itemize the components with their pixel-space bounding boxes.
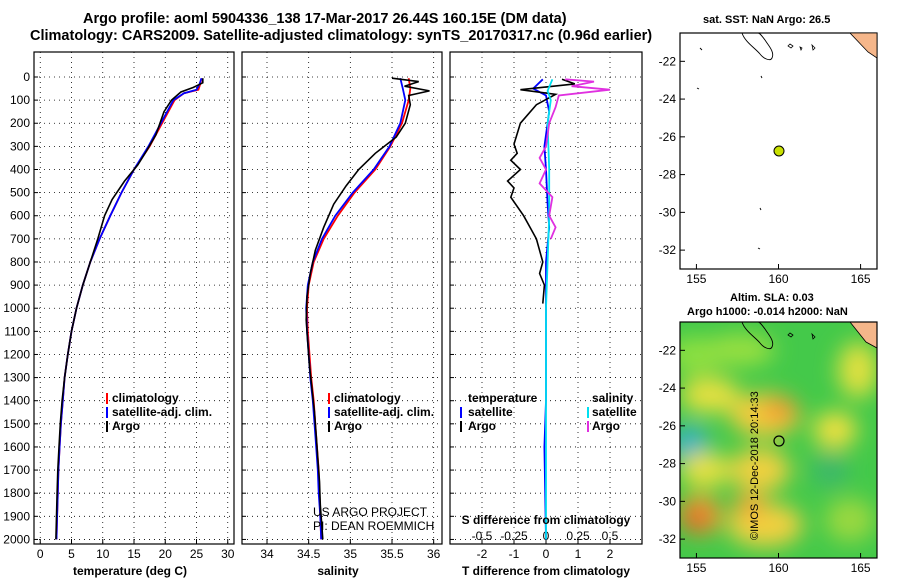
series-line-temperature-argo xyxy=(506,78,576,304)
figure-title-line1: Argo profile: aoml 5904336_138 17-Mar-20… xyxy=(83,11,567,27)
salinity-xlabel: salinity xyxy=(317,564,359,578)
y-tick-label: 1400 xyxy=(3,394,30,408)
pressure-axis: 0 100 200 300 400 500 600 700 800 900 1000 1100 1200… xyxy=(3,70,30,546)
tdiff-xlabel: T difference from climatology xyxy=(462,564,630,578)
figure-title-line2: Climatology: CARS2009. Satellite-adjuste… xyxy=(30,28,653,44)
y-tick-label: 900 xyxy=(10,278,30,292)
y-tick-label: 300 xyxy=(10,139,30,153)
y-tick-label: 0 xyxy=(23,70,30,84)
sal-legend-argo: Argo xyxy=(334,419,362,433)
y-tick-label: 1000 xyxy=(3,301,30,315)
x-tick-label: -1 xyxy=(509,547,520,561)
x-tick-label: 0 xyxy=(37,547,44,561)
diff-legend-t-satellite: satellite xyxy=(468,405,513,419)
temperature-panel: 0 5 10 15 20 25 30 xyxy=(33,51,235,561)
legend-climatology-swatch xyxy=(106,393,108,404)
sla-map-title-line2: Argo h1000: -0.014 h2000: NaN xyxy=(687,306,848,318)
x2-tick-label: 0.25 xyxy=(566,529,590,543)
sla-map-title-line1: Altim. SLA: 0.03 xyxy=(730,292,814,304)
x-tick-label: -2 xyxy=(477,547,488,561)
x-tick-label: 34 xyxy=(260,547,274,561)
diff-legend-s-satellite: satellite xyxy=(592,405,637,419)
y-tick-label: 700 xyxy=(10,232,30,246)
series-line-salinity-satellite xyxy=(545,78,554,540)
credits: US ARGO PROJECT PI: DEAN ROEMMICH xyxy=(313,505,434,533)
salinity-panel: 34 34.5 35 35.5 36 xyxy=(241,51,443,561)
y-tick-label: 400 xyxy=(10,162,30,176)
legend-argo-swatch xyxy=(106,421,108,432)
y-tick-label: 600 xyxy=(10,209,30,223)
legend-satellite: satellite-adj. clim. xyxy=(112,405,212,419)
legend-argo: Argo xyxy=(112,419,140,433)
diff-legend-t-argo-swatch xyxy=(460,421,462,432)
y-tick-label: 1100 xyxy=(4,324,30,338)
x-tick-label: 20 xyxy=(159,547,173,561)
series-line-salinity-argo xyxy=(538,78,611,240)
x-tick-label: 35.5 xyxy=(380,547,404,561)
x2-tick-label: -0.25 xyxy=(500,529,528,543)
sal-legend-climatology: climatology xyxy=(334,391,401,405)
x-tick-label: 35 xyxy=(344,547,358,561)
diff-legend-t-argo: Argo xyxy=(468,419,496,433)
sal-legend-argo-swatch xyxy=(328,421,330,432)
x-tick-label: 0 xyxy=(543,547,550,561)
y-tick-label: 1500 xyxy=(3,417,30,431)
credit-pi: PI: DEAN ROEMMICH xyxy=(313,519,435,533)
x-tick-label: 30 xyxy=(221,547,235,561)
y-tick-label: 200 xyxy=(10,116,30,130)
copyright-stamp: ©IMOS 12-Dec-2018 20:14:33 xyxy=(749,391,762,540)
x-tick-label: 1 xyxy=(575,547,582,561)
difference-panel: -2 -1 0 1 2-0.5 -0.25 0 0.25 0.5 xyxy=(449,51,643,561)
x-tick-label: 15 xyxy=(127,547,141,561)
y-tick-label: 800 xyxy=(10,255,30,269)
credit-project: US ARGO PROJECT xyxy=(313,505,428,519)
panel-frame xyxy=(241,51,443,545)
temperature-xlabel: temperature (deg C) xyxy=(73,564,187,578)
x-tick-label: 34.5 xyxy=(297,547,321,561)
series-line-argo xyxy=(55,78,204,540)
y-tick-label: 100 xyxy=(10,93,30,107)
y-tick-label: 1200 xyxy=(3,347,30,361)
y-tick-label: 2000 xyxy=(3,532,30,546)
y-tick-label: 1600 xyxy=(3,440,30,454)
y-tick-label: 1800 xyxy=(3,486,30,500)
y-tick-label: 1300 xyxy=(3,371,30,385)
sal-legend-satellite: satellite-adj. clim. xyxy=(334,405,434,419)
sal-legend-climatology-swatch xyxy=(328,393,330,404)
diff-legend-salinity-title: salinity xyxy=(592,391,634,405)
y-tick-label: 500 xyxy=(10,186,30,200)
x2-tick-label: 0.5 xyxy=(602,529,619,543)
legend-satellite-swatch xyxy=(106,407,108,418)
y-tick-label: 1900 xyxy=(3,509,30,523)
x-tick-label: 36 xyxy=(427,547,441,561)
diff-legend-s-argo-swatch xyxy=(587,421,589,432)
diff-legend-t-satellite-swatch xyxy=(460,407,462,418)
diff-legend-s-satellite-swatch xyxy=(587,407,589,418)
legend-climatology: climatology xyxy=(112,391,179,405)
x-tick-label: 5 xyxy=(68,547,75,561)
sst-map-title: sat. SST: NaN Argo: 26.5 xyxy=(703,14,831,26)
series-line-argo xyxy=(305,77,430,540)
x-tick-label: 25 xyxy=(190,547,204,561)
diff-legend-s-argo: Argo xyxy=(592,419,620,433)
diff-legend-temperature-title: temperature xyxy=(468,391,538,405)
x2-tick-label: -0.5 xyxy=(472,529,493,543)
y-tick-label: 1700 xyxy=(3,463,30,477)
x-tick-label: 10 xyxy=(96,547,110,561)
x-tick-label: 2 xyxy=(607,547,614,561)
sdiff-xlabel: S difference from climatology xyxy=(462,513,631,527)
sal-legend-satellite-swatch xyxy=(328,407,330,418)
